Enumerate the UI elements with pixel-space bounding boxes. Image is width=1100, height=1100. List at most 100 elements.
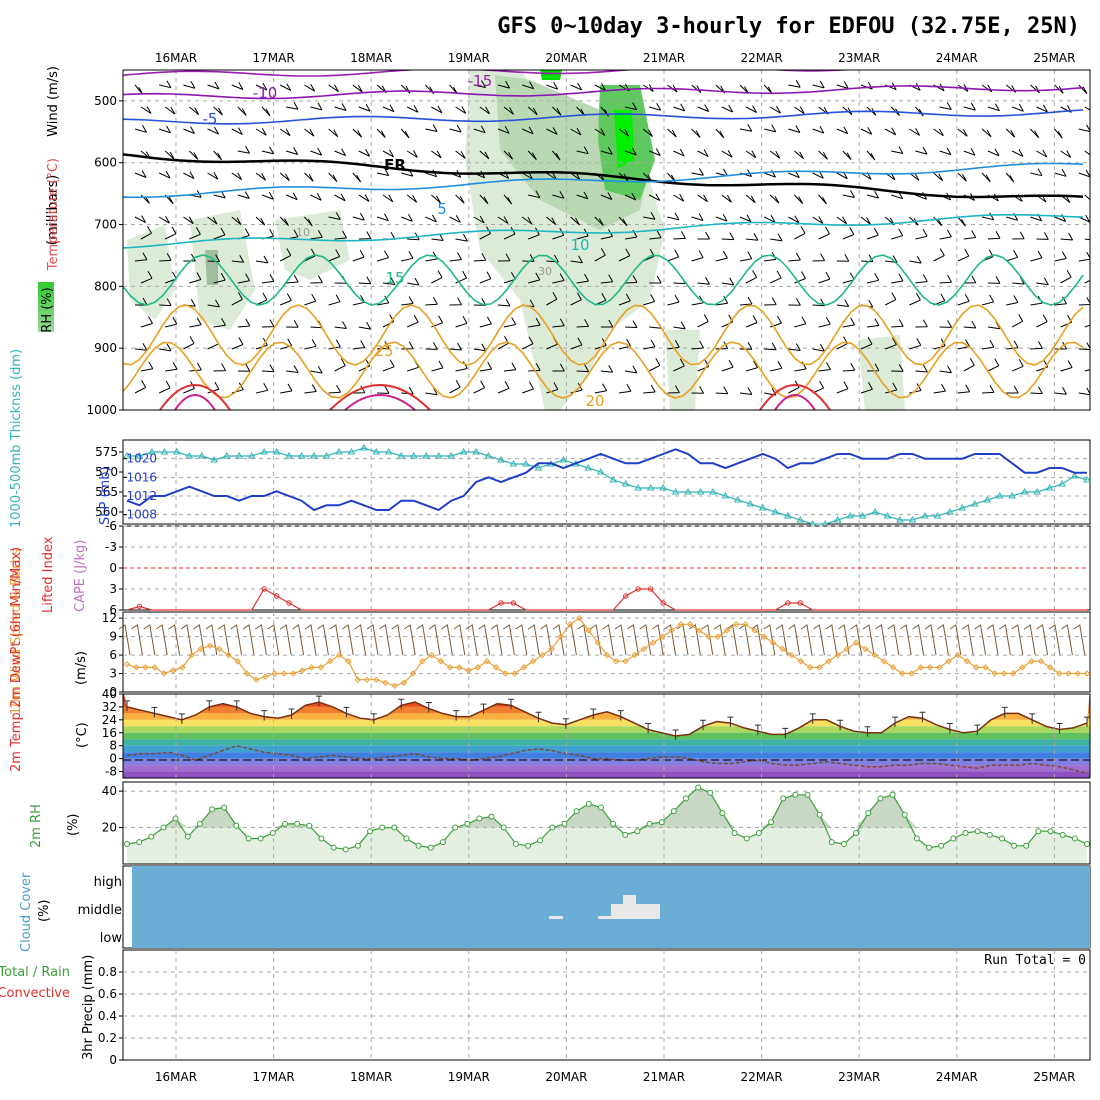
wind-barb (134, 84, 144, 95)
wind-barb (987, 148, 1000, 157)
date-label: 16MAR (155, 51, 197, 65)
wind-barb (769, 270, 782, 284)
wind-barb (866, 273, 880, 284)
wind-barb (594, 216, 604, 226)
wind-barb (788, 125, 801, 133)
wind-barb (1036, 149, 1048, 158)
wind-barb (352, 249, 365, 262)
wind-barb (207, 126, 219, 135)
wind-barb (546, 291, 558, 306)
rh-point (670, 808, 677, 815)
wind-barb (328, 172, 338, 182)
wind-barb (570, 216, 580, 226)
surface-barb (651, 624, 664, 656)
wind-barb (739, 214, 752, 223)
thickness-point (858, 512, 867, 519)
wind-barb (667, 249, 680, 262)
wind-point (373, 676, 380, 683)
wind-barb (449, 379, 461, 394)
wind-barb (697, 104, 710, 112)
wind-barb (576, 273, 589, 284)
surface-barb (1011, 624, 1024, 656)
wind-barb (497, 298, 511, 307)
rh-point (1023, 842, 1030, 849)
rh-point (561, 820, 568, 827)
temp-mask (123, 694, 1090, 736)
rh-point (184, 833, 191, 840)
wind-barb (957, 248, 970, 262)
wind-barb (479, 106, 491, 115)
surface-barb (180, 624, 193, 656)
wind-barb (140, 271, 153, 284)
wind-barb (981, 339, 995, 350)
wind-barb (721, 277, 735, 286)
wind-barb (764, 124, 777, 133)
date-label: 24MAR (936, 51, 978, 65)
wind-barb (909, 128, 921, 136)
wind-barb (987, 358, 1000, 372)
wind-barb (406, 194, 418, 203)
cape-label: CAPE (J/kg) (73, 540, 88, 612)
thickness-point (995, 492, 1004, 499)
tick-label: 900 (94, 341, 117, 355)
wind-barb (1030, 84, 1040, 94)
wind-barb (431, 194, 441, 204)
wind-point (280, 670, 288, 677)
wind-barb (140, 316, 153, 328)
wind-barb (691, 128, 701, 138)
surface-barb (217, 624, 230, 656)
rh-point (768, 819, 775, 826)
tick-label: -8 (105, 765, 117, 779)
wind-barb (521, 216, 533, 225)
wind-barb (546, 82, 559, 90)
thickness-point (197, 452, 206, 459)
wind-point (474, 664, 481, 671)
wind-barb (1078, 297, 1090, 306)
thickness-point (709, 488, 717, 495)
wind-barb (425, 296, 438, 306)
wind-barb (255, 383, 269, 394)
wind-barb (891, 228, 904, 240)
rh-zone (540, 70, 562, 80)
wind-point (594, 639, 601, 646)
wind-barb (673, 193, 685, 202)
rh-point (1084, 840, 1090, 847)
wind-barb (358, 231, 372, 240)
surface-barb (341, 624, 354, 656)
wind-barb (884, 292, 897, 306)
wind-barb (836, 381, 849, 394)
tick-label: 0.2 (98, 1031, 117, 1045)
wind-barb (933, 216, 943, 227)
wind-barb (957, 172, 967, 182)
date-label: 18MAR (350, 1070, 392, 1084)
wind-barb (334, 321, 347, 329)
wind-point (751, 627, 758, 634)
li-point (647, 586, 654, 592)
wind-point (123, 661, 131, 668)
date-label: 23MAR (838, 1070, 880, 1084)
wind-barb (812, 80, 825, 89)
wind-point (382, 679, 389, 686)
tick-label: 24 (102, 713, 117, 727)
wind-barb (286, 365, 299, 373)
wind-point (262, 673, 269, 680)
tick-label: 1000 (86, 403, 117, 417)
wind-barb (981, 128, 992, 138)
temp-contour (123, 109, 1084, 125)
thickness-label: 1000-500mb Thicknss (dm) (9, 349, 24, 528)
wind-barb (1078, 251, 1090, 262)
wind-barb (1054, 251, 1067, 262)
rh-point (294, 820, 301, 827)
wind-barb (231, 82, 244, 90)
surface-barb (986, 624, 999, 656)
wind-barb (279, 172, 290, 182)
wind-barb (673, 103, 686, 112)
minmax-bar (700, 719, 706, 731)
surface-barb (1048, 624, 1061, 656)
rh-point (464, 820, 471, 827)
temp-contour (123, 70, 855, 77)
wind-barb (189, 317, 202, 328)
thickness-point (1033, 488, 1042, 495)
wind-barb (963, 320, 977, 329)
minmax-bar (727, 716, 734, 728)
